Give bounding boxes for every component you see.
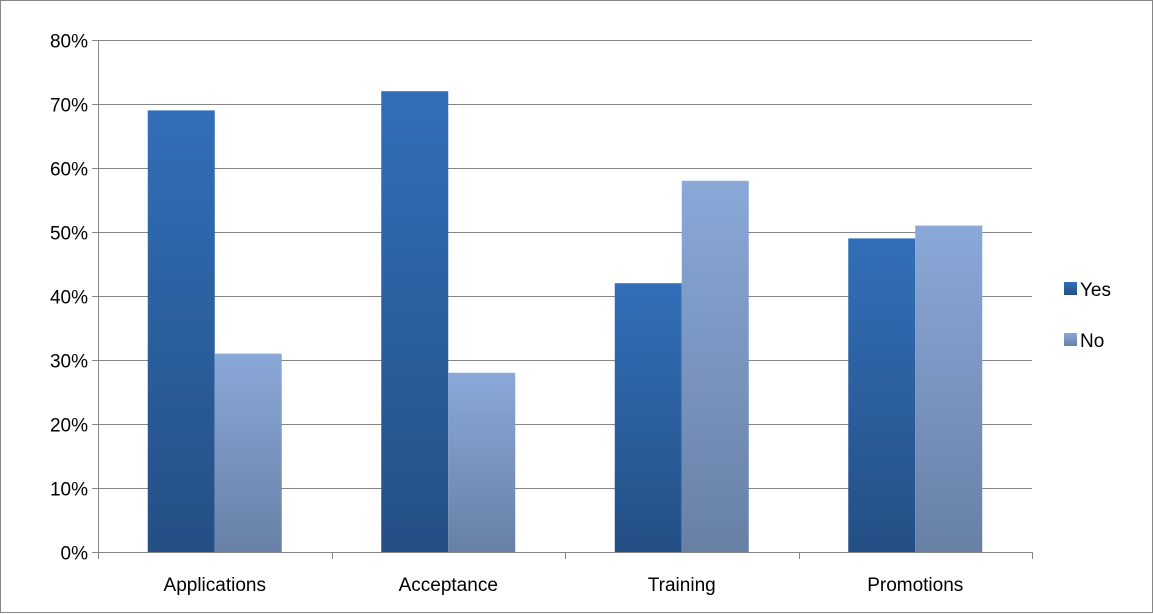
bar-no-training (681, 180, 749, 553)
y-tick-label: 50% (50, 224, 88, 245)
x-tick-label: Training (648, 575, 716, 596)
y-tick-label: 40% (50, 288, 88, 309)
legend: Yes No (1064, 280, 1111, 352)
y-tick-label: 0% (61, 544, 89, 565)
legend-swatch-no (1064, 333, 1077, 346)
axes (92, 40, 1033, 559)
y-tick-label: 20% (50, 416, 88, 437)
x-tick-label: Applications (164, 575, 266, 596)
bar-yes-training (614, 283, 682, 552)
legend-label-no: No (1080, 331, 1104, 352)
x-tick-label: Promotions (867, 575, 963, 596)
legend-label-yes: Yes (1080, 280, 1111, 301)
x-axis-tick-labels: Applications Acceptance Training Promotions (164, 575, 964, 596)
y-axis-tick-labels: 0% 10% 20% 30% 40% 50% 60% 70% 80% (50, 32, 88, 565)
bar-no-promotions (915, 225, 983, 552)
legend-swatch-yes (1064, 282, 1077, 295)
bar-yes-promotions (848, 238, 916, 552)
y-tick-label: 70% (50, 96, 88, 117)
bar-no-applications (214, 353, 282, 552)
bars (147, 91, 983, 553)
y-tick-label: 30% (50, 352, 88, 373)
y-tick-label: 10% (50, 480, 88, 501)
bar-yes-acceptance (381, 91, 449, 552)
y-tick-label: 80% (50, 32, 88, 53)
bar-yes-applications (147, 110, 215, 553)
x-tick-label: Acceptance (399, 575, 498, 596)
y-tick-label: 60% (50, 160, 88, 181)
bar-no-acceptance (448, 372, 516, 552)
